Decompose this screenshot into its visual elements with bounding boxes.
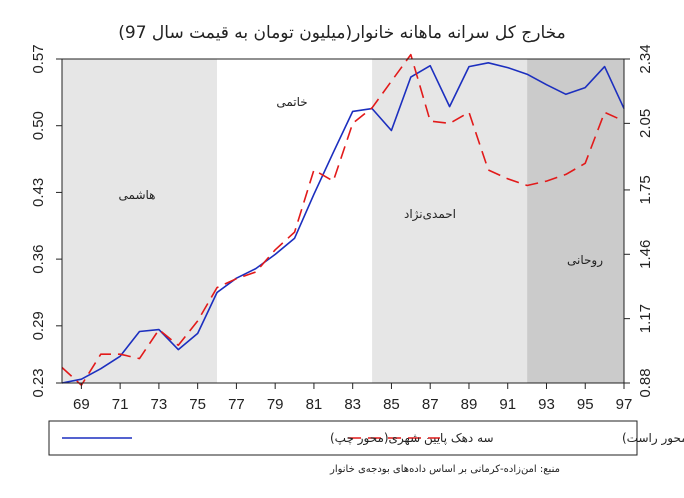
right-tick-label-4: 1.75 (637, 175, 654, 204)
period-shade-3 (372, 59, 528, 383)
x-tick-label-14: 95 (577, 396, 594, 413)
period-shade-2 (217, 59, 373, 383)
period-shade-4 (527, 59, 624, 383)
left-tick-label-4: 0.43 (30, 178, 47, 207)
period-shade-1 (62, 59, 218, 383)
plot-frame (61, 58, 625, 384)
x-tick-label-7: 81 (306, 396, 323, 413)
left-axis: 0.23 0.29 0.36 0.43 0.50 0.57 (30, 44, 62, 398)
chart-title: مخارج کل سرانه ماهانه خانوار(میلیون توما… (118, 23, 566, 43)
series-line-1 (61, 61, 625, 384)
source-note: منبع: امن‌زاده-کرمانی بر اساس داده‌های ب… (329, 464, 560, 475)
x-tick-label-15: 97 (616, 396, 633, 413)
x-tick-label-12: 91 (499, 396, 516, 413)
right-tick-label-6: 2.34 (637, 44, 654, 73)
right-tick-label-1: 0.88 (637, 368, 654, 397)
x-tick-label-5: 77 (228, 396, 245, 413)
right-tick-label-2: 1.17 (637, 304, 654, 333)
x-tick-label-9: 85 (383, 396, 400, 413)
left-tick-label-5: 0.50 (30, 111, 47, 140)
legend: سه دهک بالای شهری(محور راست) سه دهک پایی… (48, 420, 684, 456)
legend-label-series-2: سه دهک بالای شهری(محور راست) (622, 431, 684, 446)
left-tick-label-2: 0.29 (30, 311, 47, 340)
x-tick-label-6: 79 (267, 396, 284, 413)
period-label-4: روحانی (567, 253, 603, 268)
left-tick-label-3: 0.36 (30, 245, 47, 274)
left-tick-label-1: 0.23 (30, 368, 47, 397)
x-tick-label-2: 71 (112, 396, 129, 413)
x-tick-label-11: 89 (461, 396, 478, 413)
x-tick-label-1: 69 (73, 396, 90, 413)
right-axis: 0.88 1.17 1.46 1.75 2.05 2.34 (624, 44, 654, 398)
x-axis: 69 71 73 75 77 79 81 83 85 87 89 91 93 95 97 (73, 383, 632, 413)
legend-label-series-1: سه دهک پایین شهری(محور چپ) (330, 431, 494, 446)
x-tick-label-10: 87 (422, 396, 439, 413)
period-label-3: احمدی‌نژاد (404, 207, 456, 222)
period-label-2: خاتمی (276, 95, 307, 109)
legend-box (48, 420, 638, 456)
series-lines (61, 53, 625, 387)
x-tick-label-4: 75 (189, 396, 206, 413)
series-line-2 (61, 53, 625, 387)
period-labels: هاشمی خاتمی احمدی‌نژاد روحانی (119, 95, 604, 268)
x-tick-label-13: 93 (538, 396, 555, 413)
period-label-1: هاشمی (119, 188, 156, 202)
x-tick-label-8: 83 (344, 396, 361, 413)
right-tick-label-5: 2.05 (637, 109, 654, 138)
left-tick-label-6: 0.57 (30, 44, 47, 73)
period-shading (62, 59, 624, 383)
x-tick-label-3: 73 (151, 396, 168, 413)
right-tick-label-3: 1.46 (637, 240, 654, 269)
